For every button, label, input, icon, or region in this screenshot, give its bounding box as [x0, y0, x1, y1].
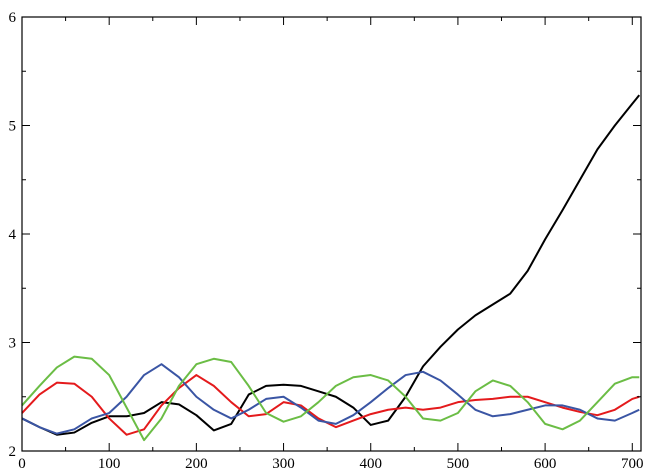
- x-tick-label: 700: [621, 456, 644, 470]
- x-tick-label: 500: [447, 456, 470, 470]
- axis-layer: 0 100 200 300 400 500 600 700 2 3 4 5 6: [9, 10, 644, 470]
- y-tick-label: 2: [9, 444, 17, 460]
- series-line-2: [21, 374, 640, 436]
- x-tick-label: 300: [272, 456, 295, 470]
- y-tick-label: 3: [9, 336, 17, 352]
- y-tick-label: 6: [9, 10, 17, 26]
- x-tick-label: 0: [18, 456, 26, 470]
- plot-frame: [21, 16, 642, 452]
- y-tick-label: 4: [9, 227, 17, 243]
- x-tick-label: 200: [185, 456, 208, 470]
- series-layer: [21, 94, 641, 442]
- series-line-3: [21, 363, 640, 435]
- y-tick-label: 5: [9, 119, 17, 135]
- series-line-1: [21, 94, 641, 436]
- x-tick-label: 400: [359, 456, 382, 470]
- x-tick-label: 600: [534, 456, 557, 470]
- x-tick-label: 100: [98, 456, 121, 470]
- series-line-4: [21, 355, 640, 442]
